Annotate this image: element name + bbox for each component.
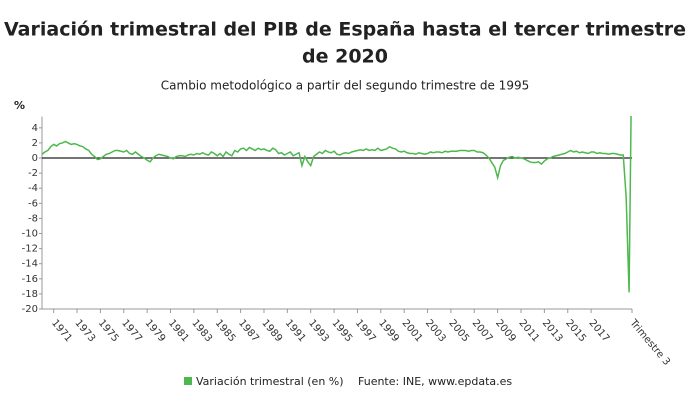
y-tick-label: -14 <box>22 259 38 270</box>
x-tick-label: 2011 <box>516 318 541 345</box>
x-tick-label: 2017 <box>587 318 612 345</box>
y-tick-label: -18 <box>22 289 38 300</box>
source: Fuente: INE, www.epdata.es <box>358 375 512 388</box>
y-tick-label: 4 <box>32 123 38 134</box>
data-line <box>41 116 632 293</box>
chart-title: Variación trimestral del PIB de España h… <box>4 19 686 41</box>
x-tick-label: 1991 <box>283 318 308 345</box>
x-tick-label: 2013 <box>540 318 565 345</box>
x-tick-label: 1985 <box>213 318 238 345</box>
x-tick-label: 1973 <box>72 318 97 345</box>
x-tick-label: 2001 <box>400 318 425 345</box>
y-tick-label: -2 <box>28 168 38 179</box>
y-tick-label: -6 <box>28 198 38 209</box>
chart-subtitle: Cambio metodológico a partir del segundo… <box>161 79 529 93</box>
legend-label: Variación trimestral (en %) <box>196 375 344 388</box>
y-tick-label: -8 <box>28 213 38 224</box>
x-tick-label: 1975 <box>96 318 121 345</box>
x-tick-label: 2007 <box>470 318 495 345</box>
y-tick-label: -12 <box>22 244 38 255</box>
x-tick-label: 2009 <box>493 318 518 345</box>
x-tick-label: 1981 <box>166 318 191 345</box>
y-tick-label: -4 <box>28 183 38 194</box>
y-tick-label: -10 <box>22 229 38 240</box>
x-tick-label: 1983 <box>189 318 214 345</box>
x-tick-label: 1987 <box>236 318 261 345</box>
y-axis-label: % <box>14 99 25 112</box>
y-tick-label: -16 <box>22 274 38 285</box>
x-tick-label: 2015 <box>563 318 588 345</box>
x-tick-label: 1997 <box>353 318 378 345</box>
y-tick-label: -20 <box>22 304 38 315</box>
x-tick-label: 1989 <box>259 318 284 345</box>
x-tick-label: 1995 <box>329 318 354 345</box>
x-tick-label: 1999 <box>376 318 401 345</box>
legend-swatch <box>184 377 192 385</box>
x-tick-label: Trimestre 3 <box>627 317 672 368</box>
chart-title: de 2020 <box>302 46 388 68</box>
x-tick-label: 2005 <box>446 318 471 345</box>
y-tick-label: 0 <box>32 153 38 164</box>
x-tick-label: 1977 <box>119 318 144 345</box>
x-tick-label: 2003 <box>423 318 448 345</box>
x-tick-label: 1979 <box>143 318 168 345</box>
y-tick-label: 2 <box>32 138 38 149</box>
x-tick-label: 1993 <box>306 318 331 345</box>
x-tick-label: 1971 <box>49 318 74 345</box>
